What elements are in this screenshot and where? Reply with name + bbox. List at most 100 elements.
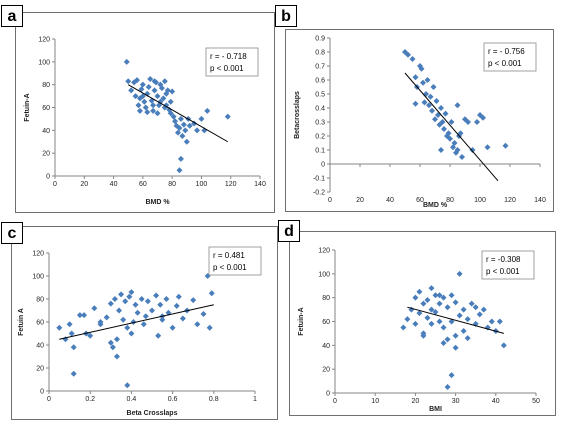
data-point bbox=[70, 344, 77, 351]
y-tick-label: 120 bbox=[318, 248, 330, 255]
panel-label-a: a bbox=[1, 5, 23, 27]
data-point bbox=[109, 344, 116, 351]
data-point bbox=[436, 300, 443, 307]
x-tick-label: 20 bbox=[412, 398, 420, 405]
y-tick-label: 0.7 bbox=[315, 64, 325, 71]
data-point bbox=[128, 87, 135, 94]
data-point bbox=[134, 77, 140, 84]
data-point bbox=[135, 102, 142, 109]
data-point bbox=[432, 116, 438, 123]
trendline bbox=[407, 306, 504, 334]
x-tick-label: 0.8 bbox=[209, 396, 219, 403]
data-point bbox=[76, 312, 83, 319]
plot-area: 0 20 40 60 80 100 120 0 0.2 0.4 0.6 0.8 1 Beta Crossl… bbox=[18, 251, 257, 418]
data-point bbox=[173, 302, 180, 309]
data-point bbox=[126, 293, 133, 300]
data-point bbox=[66, 321, 73, 328]
data-point bbox=[159, 316, 166, 323]
correlation-r: r = -0.308 bbox=[486, 255, 521, 264]
data-point bbox=[157, 301, 164, 308]
y-tick-label: 80 bbox=[42, 82, 50, 89]
data-point bbox=[480, 114, 486, 121]
x-tick-label: 0.6 bbox=[168, 396, 178, 403]
y-tick-label: 20 bbox=[36, 366, 44, 373]
data-point bbox=[442, 110, 449, 117]
data-point bbox=[432, 292, 439, 299]
data-point bbox=[428, 285, 435, 292]
data-point bbox=[194, 127, 201, 134]
y-tick-label: 60 bbox=[36, 320, 44, 327]
x-tick-label: 30 bbox=[452, 398, 460, 405]
data-point bbox=[160, 95, 167, 102]
correlation-r: r = - 0.718 bbox=[210, 52, 247, 61]
y-axis-title: Fetuin-A bbox=[298, 307, 305, 335]
y-tick-label: 0.2 bbox=[315, 134, 325, 141]
data-point bbox=[452, 332, 459, 339]
y-tick-label: 40 bbox=[36, 343, 44, 350]
x-tick-label: 50 bbox=[532, 398, 540, 405]
data-point bbox=[502, 142, 509, 149]
data-point bbox=[439, 119, 446, 125]
x-tick-label: 20 bbox=[80, 181, 88, 188]
data-point bbox=[444, 384, 451, 391]
data-point bbox=[464, 335, 471, 342]
data-point bbox=[433, 98, 440, 104]
data-point bbox=[400, 324, 407, 331]
data-point bbox=[420, 332, 427, 339]
p-value: p < 0.001 bbox=[486, 267, 520, 276]
scatter-panel-d: 0 20 40 60 80 100 120 0 10 20 30 40 50 BMI Fetuin-A r … bbox=[289, 231, 556, 416]
data-point bbox=[440, 294, 447, 301]
data-point bbox=[452, 344, 459, 351]
data-point bbox=[177, 115, 184, 122]
data-point bbox=[405, 51, 411, 58]
y-tick-label: 40 bbox=[322, 343, 330, 350]
data-point bbox=[144, 90, 151, 97]
data-point bbox=[170, 113, 177, 120]
data-point bbox=[416, 310, 423, 317]
plot-area: 0 20 40 60 80 100 120 0 20 40 60 80 100 120 140 BMD % Fe… bbox=[24, 37, 266, 207]
y-tick-label: 40 bbox=[42, 128, 50, 135]
p-value: p < 0.001 bbox=[488, 59, 522, 68]
data-point bbox=[426, 102, 432, 109]
y-tick-label: 0.6 bbox=[315, 78, 325, 85]
data-point bbox=[179, 315, 186, 322]
data-point bbox=[448, 292, 455, 299]
data-point bbox=[460, 328, 467, 335]
y-tick-label: 0 bbox=[321, 162, 325, 169]
data-point bbox=[428, 306, 435, 313]
data-point bbox=[224, 113, 231, 120]
y-tick-label: -0.2 bbox=[313, 190, 325, 197]
x-tick-label: 60 bbox=[139, 181, 147, 188]
p-value: p < 0.001 bbox=[210, 64, 244, 73]
data-point bbox=[111, 296, 118, 302]
data-point bbox=[141, 98, 148, 105]
data-point bbox=[432, 308, 439, 315]
data-point bbox=[472, 304, 479, 311]
data-point bbox=[448, 119, 455, 125]
data-point bbox=[208, 290, 215, 297]
data-point bbox=[91, 305, 98, 312]
stats-box bbox=[208, 246, 262, 276]
correlation-r: r = - 0.756 bbox=[488, 47, 525, 56]
data-point bbox=[418, 65, 425, 72]
data-point bbox=[134, 309, 141, 316]
data-point bbox=[412, 74, 419, 81]
data-point bbox=[70, 370, 77, 377]
data-point bbox=[457, 130, 464, 137]
data-point bbox=[198, 115, 205, 122]
data-point bbox=[177, 155, 184, 162]
data-point bbox=[147, 75, 154, 82]
y-axis-title: Fetuin A bbox=[18, 308, 25, 336]
data-point bbox=[167, 98, 174, 105]
data-point bbox=[113, 336, 120, 343]
x-tick-label: 40 bbox=[110, 181, 118, 188]
y-tick-label: 120 bbox=[38, 37, 50, 44]
data-point bbox=[118, 291, 125, 298]
data-point bbox=[424, 297, 431, 304]
y-tick-label: 80 bbox=[36, 297, 44, 304]
data-point bbox=[161, 78, 168, 85]
data-point bbox=[175, 293, 182, 300]
data-point bbox=[465, 119, 471, 125]
stats-box bbox=[481, 250, 535, 280]
y-tick-label: 60 bbox=[322, 319, 330, 326]
